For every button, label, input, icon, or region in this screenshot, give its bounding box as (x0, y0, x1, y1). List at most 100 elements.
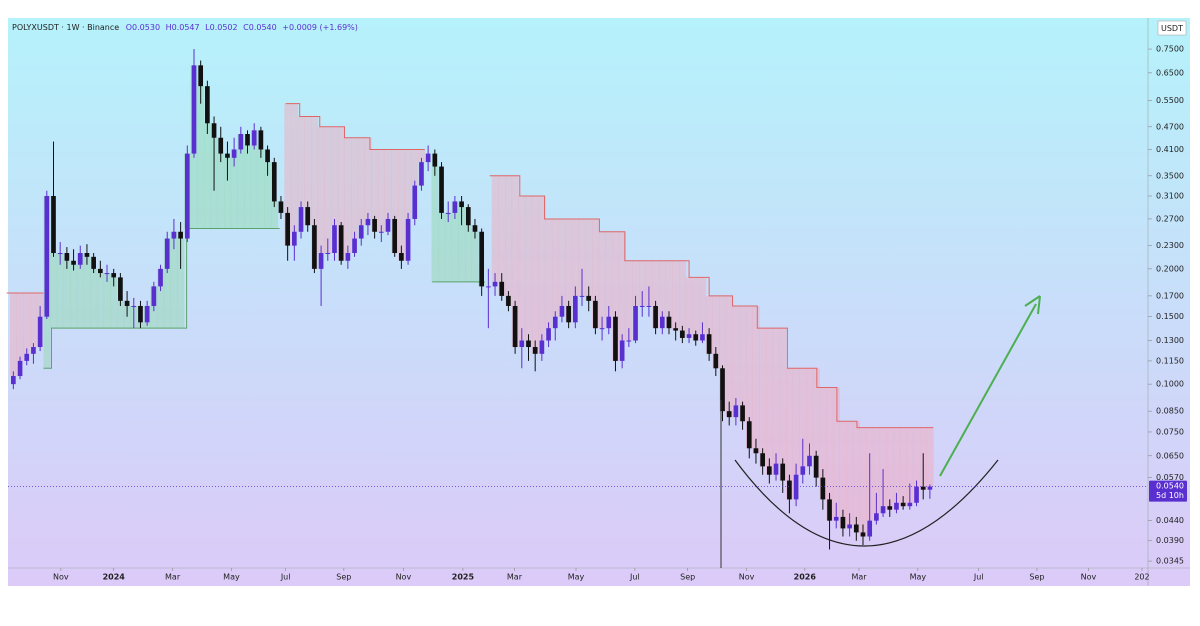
cloud-fill (364, 137, 372, 219)
candle-body (131, 305, 137, 307)
cloud-fill (404, 149, 412, 219)
cloud-fill (157, 268, 165, 329)
candle-body (820, 477, 826, 500)
cloud-fill (759, 328, 767, 467)
cloud-fill (779, 328, 787, 481)
ohlc-high: H0.0547 (166, 23, 200, 32)
cloud-fill (819, 387, 827, 500)
cloud-fill (331, 126, 339, 226)
cloud-fill (812, 368, 820, 478)
candle-body (91, 256, 96, 269)
y-tick-label: 0.2000 (1156, 264, 1184, 273)
candle-body (439, 166, 444, 213)
candle-body (419, 162, 424, 186)
candle-body (251, 130, 257, 146)
cloud-fill (806, 368, 814, 456)
cloud-fill (377, 149, 386, 232)
candle-body (318, 253, 324, 269)
candle-body (512, 305, 518, 348)
candle-body (874, 513, 879, 521)
cloud-fill (284, 103, 292, 246)
y-tick-label: 0.0650 (1156, 451, 1184, 460)
cloud-fill (538, 195, 546, 341)
cloud-fill (752, 305, 760, 454)
cloud-fill (712, 295, 720, 369)
candle-body (693, 334, 699, 341)
candle-body (392, 218, 398, 254)
cloud-fill (96, 273, 105, 329)
x-tick-label: Mar (507, 573, 523, 582)
cloud-fill (786, 368, 794, 500)
candle-body (920, 486, 926, 490)
candle-body (138, 305, 143, 323)
candle-body (613, 316, 618, 361)
cloud-fill (56, 253, 64, 329)
x-tick-label: Nov (1081, 573, 1097, 582)
currency-box (1157, 20, 1187, 36)
candle-body (345, 253, 351, 261)
y-tick-label: 0.1500 (1156, 312, 1184, 321)
cloud-fill (846, 421, 854, 525)
cloud-fill (217, 153, 225, 229)
cloud-fill (839, 421, 847, 529)
cloud-fill (505, 175, 513, 306)
candle-body (927, 486, 933, 490)
cup-drawing (734, 459, 999, 547)
last-price-box (1149, 480, 1187, 502)
ohlc-close: C0.0540 (243, 23, 277, 32)
candle-body (572, 295, 578, 323)
candle-body (352, 238, 357, 254)
candle-body (526, 340, 531, 348)
candle-body (325, 253, 331, 255)
indicator-line (489, 175, 934, 429)
candle-body (646, 305, 652, 307)
candle-body (178, 231, 183, 239)
cloud-fill (170, 231, 178, 329)
cloud-fill (123, 305, 131, 329)
candle-body (479, 231, 485, 287)
candle-body (713, 353, 719, 369)
cloud-fill (63, 260, 71, 329)
candle-body (358, 225, 364, 239)
y-tick-label: 0.0750 (1156, 427, 1184, 436)
x-tick-label: May (568, 573, 585, 582)
candle-body (305, 207, 311, 226)
cloud-fill (699, 277, 707, 335)
cloud-fill (558, 218, 566, 306)
cloud-fill (605, 231, 613, 317)
y-tick-label: 0.1150 (1156, 356, 1184, 365)
currency: USDT (1161, 24, 1183, 33)
candle-body (184, 153, 190, 239)
candle-body (780, 463, 786, 481)
cloud-fill (565, 218, 573, 323)
cloud-fill (290, 103, 299, 232)
candle-body (680, 330, 685, 338)
candle-body (412, 185, 418, 219)
candle-body (365, 218, 371, 226)
candle-body (312, 225, 317, 269)
cloud-fill (886, 427, 894, 510)
x-tick-label: Jul (629, 573, 640, 582)
cloud-fill (257, 149, 265, 229)
candle-body (57, 253, 63, 255)
candle-body (425, 153, 431, 163)
cloud-fill (264, 162, 272, 229)
cloud-fill (351, 137, 359, 239)
cloud-fill (384, 149, 392, 219)
candle-body (71, 260, 76, 265)
candle-body (385, 218, 391, 232)
candle-body (171, 231, 177, 239)
cloud-fill (685, 277, 693, 335)
candle-body (298, 207, 304, 232)
y-tick-label: 0.3500 (1156, 171, 1184, 180)
candle-body (539, 340, 545, 354)
x-tick-label: Mar (165, 573, 181, 582)
cloud-fill (391, 149, 399, 254)
y-tick-label: 0.0850 (1156, 407, 1184, 416)
cloud-fill (879, 427, 887, 507)
cloud-fill (672, 260, 680, 331)
candle-body (673, 328, 679, 331)
y-tick-label: 0.0440 (1156, 516, 1184, 525)
cloud-fill (632, 260, 640, 306)
x-tick-label: Nov (396, 573, 412, 582)
